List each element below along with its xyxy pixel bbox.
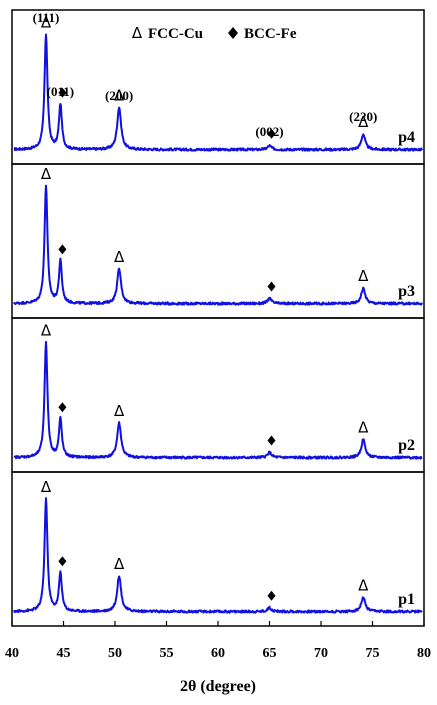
fcc-marker: Δ [358, 577, 369, 595]
fcc-marker: Δ [41, 321, 52, 339]
x-tick-label: 55 [160, 646, 174, 661]
bcc-marker [58, 244, 67, 255]
x-tick-label: 40 [5, 646, 19, 661]
x-tick-label: 60 [211, 646, 225, 661]
panel-frame [11, 163, 425, 319]
fcc-marker: Δ [114, 86, 125, 104]
legend-fcc-label: FCC-Cu [148, 26, 203, 42]
x-tick-label: 65 [263, 646, 277, 661]
series-line-p3 [13, 184, 423, 306]
fcc-marker: Δ [114, 402, 125, 420]
x-tick-label: 45 [57, 646, 71, 661]
peak-label: (220) [349, 109, 377, 124]
peak-label: (111) [33, 10, 60, 25]
peak-label: (011) [47, 84, 74, 99]
series-line-p1 [13, 497, 423, 614]
peak-label: (002) [255, 124, 283, 139]
bcc-marker [58, 556, 67, 567]
fcc-marker: Δ [358, 113, 369, 131]
fcc-marker: Δ [358, 419, 369, 437]
sample-label-p3: p3 [398, 283, 415, 300]
fcc-marker: Δ [41, 13, 52, 31]
sample-label-p4: p4 [398, 129, 415, 146]
legend-fcc-marker: Δ [132, 24, 143, 42]
x-tick-label: 75 [366, 646, 380, 661]
fcc-marker: Δ [114, 555, 125, 573]
x-axis-label: 2θ (degree) [180, 678, 256, 695]
panel-frame [11, 317, 425, 473]
fcc-marker: Δ [358, 267, 369, 285]
x-tick-label: 80 [417, 646, 431, 661]
series-line-p4 [13, 33, 423, 152]
fcc-marker: Δ [41, 478, 52, 496]
bcc-marker [58, 87, 67, 98]
sample-label-p1: p1 [398, 591, 415, 608]
bcc-marker [267, 128, 276, 139]
x-tick-label: 50 [108, 646, 122, 661]
sample-label-p2: p2 [398, 437, 415, 454]
series-line-p2 [13, 340, 423, 460]
fcc-marker: Δ [41, 165, 52, 183]
bcc-marker [267, 435, 276, 446]
peak-label: (200) [105, 88, 133, 103]
bcc-marker [267, 590, 276, 601]
fcc-marker: Δ [114, 248, 125, 266]
bcc-marker [58, 402, 67, 413]
legend-bcc-marker [228, 27, 238, 39]
legend-bcc-label: BCC-Fe [244, 26, 297, 42]
x-tick-label: 70 [314, 646, 328, 661]
bcc-marker [267, 281, 276, 292]
